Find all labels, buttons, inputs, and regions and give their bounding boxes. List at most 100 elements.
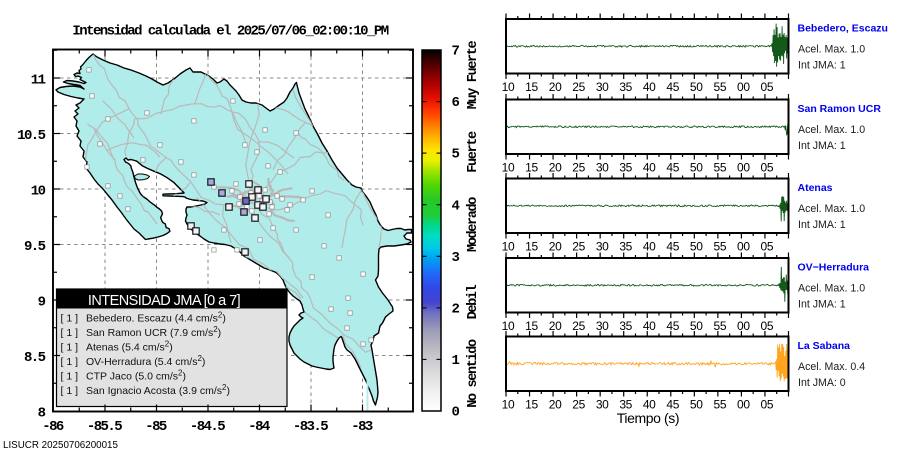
svg-text:Acel. Max. 1.0: Acel. Max. 1.0 [798, 44, 865, 56]
svg-text:OV−Herradura: OV−Herradura [798, 262, 870, 274]
svg-text:Moderado: Moderado [466, 197, 481, 252]
svg-text:No sentido: No sentido [466, 339, 481, 408]
svg-text:5: 5 [452, 147, 460, 163]
svg-text:55: 55 [714, 319, 727, 333]
svg-text:Tiempo (s): Tiempo (s) [617, 410, 679, 426]
svg-text:00: 00 [737, 319, 750, 333]
svg-text:05: 05 [761, 319, 774, 333]
svg-text:30: 30 [596, 80, 609, 94]
svg-text:00: 00 [737, 239, 750, 253]
svg-text:20: 20 [549, 239, 562, 253]
svg-text:3: 3 [452, 250, 460, 266]
svg-text:10: 10 [502, 319, 515, 333]
svg-text:CTP Jaco (5.0 cm/s2): CTP Jaco (5.0 cm/s2) [86, 369, 186, 383]
svg-text:25: 25 [572, 239, 585, 253]
svg-text:10: 10 [502, 239, 515, 253]
svg-text:0: 0 [452, 405, 460, 421]
svg-text:Bebedero. Escazu (4.4 cm/s2): Bebedero. Escazu (4.4 cm/s2) [86, 311, 226, 325]
svg-text:La Sabana: La Sabana [798, 340, 851, 352]
svg-text:45: 45 [666, 160, 679, 174]
svg-text:Int JMA: 0: Int JMA: 0 [798, 377, 846, 389]
svg-text:Muy Fuerte: Muy Fuerte [466, 40, 481, 109]
svg-text:10: 10 [31, 184, 46, 200]
svg-text:35: 35 [619, 239, 632, 253]
svg-text:San Ignacio Acosta (3.9 cm/s2): San Ignacio Acosta (3.9 cm/s2) [86, 383, 230, 397]
svg-text:30: 30 [596, 160, 609, 174]
svg-text:Atenas (5.4 cm/s2): Atenas (5.4 cm/s2) [86, 340, 173, 354]
svg-text:00: 00 [737, 397, 750, 411]
svg-text:Intensidad calculada el 2025/0: Intensidad calculada el 2025/07/06_02:00… [72, 24, 388, 40]
svg-text:8.5: 8.5 [24, 350, 46, 366]
svg-text:7: 7 [452, 44, 460, 60]
svg-text:Atenas: Atenas [798, 182, 833, 194]
svg-text:20: 20 [549, 319, 562, 333]
svg-text:4: 4 [452, 198, 460, 214]
svg-text:-84.5: -84.5 [190, 419, 225, 435]
svg-text:55: 55 [714, 397, 727, 411]
svg-text:00: 00 [737, 160, 750, 174]
svg-text:30: 30 [596, 397, 609, 411]
svg-text:50: 50 [690, 239, 703, 253]
svg-text:9: 9 [38, 295, 46, 311]
svg-text:50: 50 [690, 397, 703, 411]
svg-text:-86: -86 [42, 419, 64, 435]
svg-text:Acel. Max. 1.0: Acel. Max. 1.0 [798, 203, 865, 215]
svg-text:40: 40 [643, 80, 656, 94]
svg-text:55: 55 [714, 160, 727, 174]
svg-text:10: 10 [502, 397, 515, 411]
svg-text:6: 6 [452, 95, 460, 111]
svg-text:9.5: 9.5 [24, 239, 46, 255]
svg-text:INTENSIDAD JMA [0 a 7]: INTENSIDAD JMA [0 a 7] [88, 293, 240, 309]
svg-text:[ 1 ]: [ 1 ] [61, 342, 79, 354]
svg-text:-84: -84 [248, 419, 270, 435]
svg-text:8: 8 [38, 406, 46, 422]
svg-text:20: 20 [549, 397, 562, 411]
svg-text:05: 05 [761, 397, 774, 411]
svg-text:[ 1 ]: [ 1 ] [61, 327, 79, 339]
svg-text:15: 15 [525, 80, 538, 94]
svg-text:Acel. Max. 1.0: Acel. Max. 1.0 [798, 124, 865, 136]
svg-text:20: 20 [549, 160, 562, 174]
svg-text:-85.5: -85.5 [87, 419, 122, 435]
svg-text:15: 15 [525, 319, 538, 333]
svg-text:-83.5: -83.5 [293, 419, 328, 435]
svg-text:25: 25 [572, 160, 585, 174]
svg-text:40: 40 [643, 160, 656, 174]
svg-text:25: 25 [572, 319, 585, 333]
svg-text:San Ramon UCR: San Ramon UCR [798, 103, 882, 115]
svg-text:-85: -85 [145, 419, 167, 435]
svg-text:35: 35 [619, 160, 632, 174]
svg-text:Debil: Debil [466, 284, 481, 319]
svg-text:50: 50 [690, 319, 703, 333]
svg-text:30: 30 [596, 319, 609, 333]
svg-text:40: 40 [643, 397, 656, 411]
svg-text:05: 05 [761, 160, 774, 174]
svg-text:35: 35 [619, 397, 632, 411]
svg-text:15: 15 [525, 160, 538, 174]
svg-text:1: 1 [452, 353, 460, 369]
svg-text:Int JMA: 1: Int JMA: 1 [798, 219, 846, 231]
svg-text:25: 25 [572, 397, 585, 411]
svg-text:30: 30 [596, 239, 609, 253]
svg-text:Int JMA: 1: Int JMA: 1 [798, 299, 846, 311]
svg-text:45: 45 [666, 80, 679, 94]
svg-text:40: 40 [643, 319, 656, 333]
svg-text:10.5: 10.5 [17, 128, 46, 144]
svg-text:Bebedero, Escazu: Bebedero, Escazu [798, 23, 888, 35]
svg-text:35: 35 [619, 80, 632, 94]
svg-text:San Ramon UCR (7.9 cm/s2): San Ramon UCR (7.9 cm/s2) [86, 325, 221, 339]
svg-text:Acel. Max. 1.0: Acel. Max. 1.0 [798, 283, 865, 295]
svg-text:10: 10 [502, 80, 515, 94]
svg-text:00: 00 [737, 80, 750, 94]
svg-text:40: 40 [643, 239, 656, 253]
svg-text:35: 35 [619, 319, 632, 333]
svg-text:50: 50 [690, 160, 703, 174]
svg-text:45: 45 [666, 319, 679, 333]
svg-text:10: 10 [502, 160, 515, 174]
svg-text:LISUCR 20250706200015: LISUCR 20250706200015 [3, 440, 118, 451]
svg-text:[ 1 ]: [ 1 ] [61, 371, 79, 383]
svg-text:[ 1 ]: [ 1 ] [61, 356, 79, 368]
svg-text:Int JMA: 1: Int JMA: 1 [798, 60, 846, 72]
svg-text:[ 1 ]: [ 1 ] [61, 313, 79, 325]
svg-text:45: 45 [666, 397, 679, 411]
